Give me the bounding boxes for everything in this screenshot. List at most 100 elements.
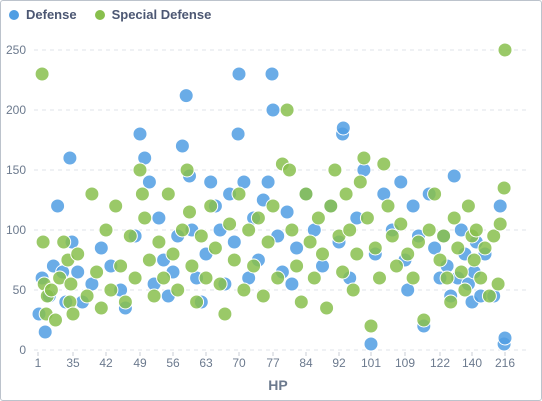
data-point[interactable] xyxy=(490,276,506,292)
data-point[interactable] xyxy=(421,222,437,238)
data-point[interactable] xyxy=(298,186,314,202)
data-point[interactable] xyxy=(93,300,109,316)
data-point[interactable] xyxy=(315,246,330,262)
data-point[interactable] xyxy=(250,210,266,226)
data-point[interactable] xyxy=(146,288,162,304)
data-point[interactable] xyxy=(198,270,214,286)
data-point[interactable] xyxy=(170,282,186,298)
data-point[interactable] xyxy=(203,198,219,214)
data-point[interactable] xyxy=(132,126,148,142)
data-point[interactable] xyxy=(352,174,368,190)
data-point[interactable] xyxy=(496,180,512,196)
data-point[interactable] xyxy=(231,66,247,82)
data-point[interactable] xyxy=(43,282,59,298)
data-point[interactable] xyxy=(342,222,358,238)
data-point[interactable] xyxy=(255,288,271,304)
data-point[interactable] xyxy=(335,264,351,280)
data-point[interactable] xyxy=(89,264,105,280)
data-point[interactable] xyxy=(174,138,190,154)
data-point[interactable] xyxy=(34,66,50,82)
data-point[interactable] xyxy=(367,240,383,256)
data-point[interactable] xyxy=(108,198,124,214)
data-point[interactable] xyxy=(98,222,114,238)
data-point[interactable] xyxy=(289,258,305,274)
data-point[interactable] xyxy=(457,282,473,298)
data-point[interactable] xyxy=(453,264,469,280)
data-point[interactable] xyxy=(486,228,502,244)
data-point[interactable] xyxy=(446,210,462,226)
data-point[interactable] xyxy=(84,186,100,202)
data-point[interactable] xyxy=(439,270,455,286)
data-point[interactable] xyxy=(492,198,508,214)
data-point[interactable] xyxy=(141,174,157,190)
data-point[interactable] xyxy=(203,174,219,190)
data-point[interactable] xyxy=(306,270,322,286)
data-point[interactable] xyxy=(376,156,392,172)
data-point[interactable] xyxy=(193,228,209,244)
data-point[interactable] xyxy=(359,210,375,226)
data-point[interactable] xyxy=(184,258,200,274)
data-point[interactable] xyxy=(212,276,228,292)
data-point[interactable] xyxy=(284,222,300,238)
data-point[interactable] xyxy=(289,240,305,256)
data-point[interactable] xyxy=(246,258,262,274)
data-point[interactable] xyxy=(226,252,242,268)
data-point[interactable] xyxy=(141,252,157,268)
data-point[interactable] xyxy=(56,234,72,250)
data-point[interactable] xyxy=(63,276,79,292)
data-point[interactable] xyxy=(427,186,443,202)
legend-item-defense[interactable]: Defense xyxy=(9,7,77,22)
data-point[interactable] xyxy=(319,300,335,316)
data-point[interactable] xyxy=(50,198,66,214)
data-point[interactable] xyxy=(302,234,318,250)
data-point[interactable] xyxy=(207,240,223,256)
data-point[interactable] xyxy=(35,234,51,250)
data-point[interactable] xyxy=(279,102,295,118)
data-point[interactable] xyxy=(265,102,281,118)
data-point[interactable] xyxy=(270,270,286,286)
data-point[interactable] xyxy=(65,306,81,322)
data-point[interactable] xyxy=(389,258,404,274)
data-point[interactable] xyxy=(178,88,194,104)
data-point[interactable] xyxy=(134,186,150,202)
data-point[interactable] xyxy=(497,330,513,346)
data-point[interactable] xyxy=(384,228,400,244)
data-point[interactable] xyxy=(241,222,257,238)
data-point[interactable] xyxy=(405,270,421,286)
data-point[interactable] xyxy=(400,246,416,262)
data-point[interactable] xyxy=(466,252,482,268)
data-point[interactable] xyxy=(345,282,361,298)
data-point[interactable] xyxy=(477,240,493,256)
data-point[interactable] xyxy=(416,312,432,328)
data-point[interactable] xyxy=(335,120,351,136)
data-point[interactable] xyxy=(492,216,508,232)
data-point[interactable] xyxy=(338,186,354,202)
data-point[interactable] xyxy=(393,216,409,232)
data-point[interactable] xyxy=(70,246,86,262)
data-point[interactable] xyxy=(264,66,280,82)
data-point[interactable] xyxy=(468,222,484,238)
data-point[interactable] xyxy=(127,270,143,286)
data-point[interactable] xyxy=(179,162,195,178)
data-point[interactable] xyxy=(446,168,462,184)
data-point[interactable] xyxy=(284,276,300,292)
data-point[interactable] xyxy=(260,174,276,190)
data-point[interactable] xyxy=(497,42,513,58)
data-point[interactable] xyxy=(165,246,181,262)
data-point[interactable] xyxy=(217,306,233,322)
data-point[interactable] xyxy=(460,198,476,214)
data-point[interactable] xyxy=(113,258,129,274)
data-point[interactable] xyxy=(103,282,119,298)
data-point[interactable] xyxy=(372,270,387,286)
data-point[interactable] xyxy=(265,198,281,214)
data-point[interactable] xyxy=(231,186,247,202)
data-point[interactable] xyxy=(230,126,246,142)
data-point[interactable] xyxy=(182,204,197,220)
legend-item-special-defense[interactable]: Special Defense xyxy=(94,7,211,22)
data-point[interactable] xyxy=(327,162,343,178)
data-point[interactable] xyxy=(222,216,238,232)
data-point[interactable] xyxy=(160,186,176,202)
data-point[interactable] xyxy=(37,324,53,340)
data-point[interactable] xyxy=(132,162,148,178)
data-point[interactable] xyxy=(137,210,153,226)
